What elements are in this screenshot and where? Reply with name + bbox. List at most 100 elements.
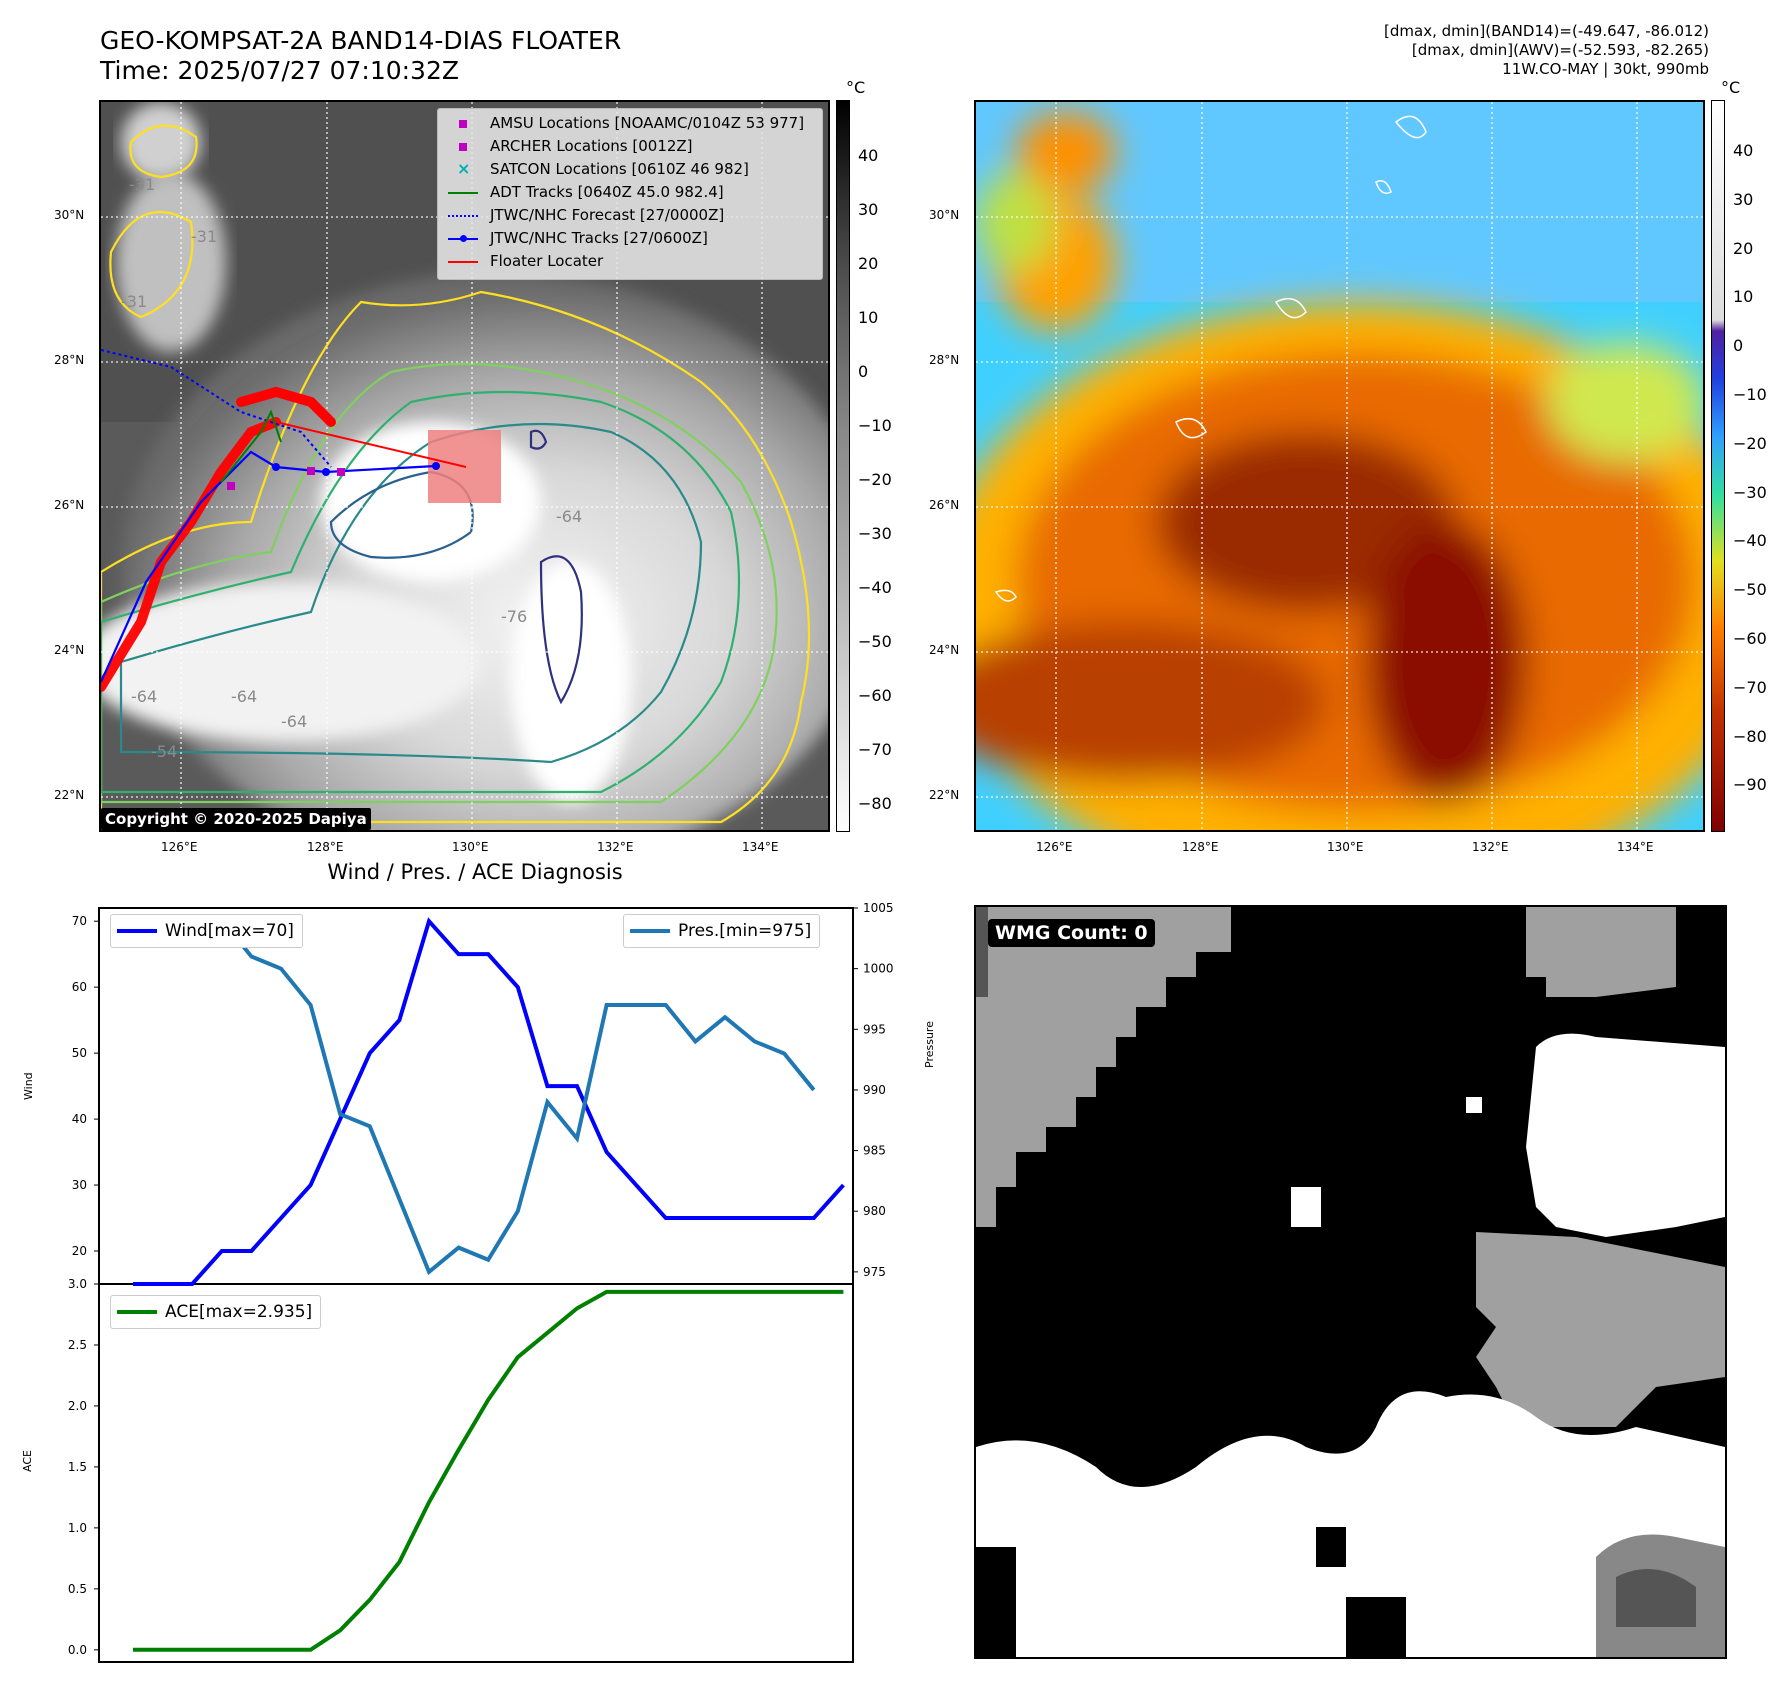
pressure-tick-label: 980 (863, 1204, 886, 1218)
lat-tick-label: 24°N (929, 643, 960, 657)
colorbar-tick-label: −90 (1733, 775, 1767, 795)
wind-tick-label: 60 (72, 980, 87, 994)
lon-tick-label: 132°E (597, 840, 634, 854)
diagnosis-charts: 20 30 40 50 60 70 975 980 985 990 995 1000 1005 0.0 0.… (68, 901, 894, 1663)
contour-label: -31 (129, 175, 155, 194)
legend-marker-icon (448, 114, 478, 134)
map-legend-label: JTWC/NHC Forecast [27/0000Z] (490, 206, 725, 224)
colorbar-tick-label: 40 (858, 146, 879, 165)
lon-tick-label: 130°E (1327, 840, 1364, 854)
pressure-series-line (133, 918, 816, 1276)
map-legend-item: JTWC/NHC Tracks [27/0600Z] (448, 228, 708, 248)
lon-tick-label: 134°E (742, 840, 779, 854)
pressure-tick-label: 990 (863, 1083, 886, 1097)
colorbar-tick-label: −80 (858, 794, 892, 813)
colorbar-tick-label: −70 (858, 740, 892, 759)
legend-marker-icon (448, 206, 478, 226)
contour-label: -31 (121, 292, 147, 311)
contour-label: -76 (501, 607, 527, 626)
colorbar-tick-label: 10 (858, 308, 879, 327)
colorbar-tick-label: −50 (1733, 580, 1767, 600)
ace-tick-label: 1.0 (68, 1521, 87, 1535)
lat-tick-label: 22°N (54, 788, 85, 802)
legend-marker-icon (448, 137, 478, 157)
colorbar-tick-label: −20 (1733, 433, 1767, 453)
lat-tick-label: 24°N (54, 643, 85, 657)
lat-tick-label: 22°N (929, 788, 960, 802)
ace-tick-label: 3.0 (68, 1277, 87, 1291)
colorbar-tick-label: −60 (1733, 629, 1767, 648)
diagnosis-title: Wind / Pres. / ACE Diagnosis (327, 860, 623, 884)
lon-tick-label: 126°E (1036, 840, 1073, 854)
ace-tick-label: 2.5 (68, 1338, 87, 1352)
pressure-legend: Pres.[min=975] (623, 914, 821, 948)
colorbar-tick-label: −10 (858, 416, 892, 435)
colorbar-tick-label: −80 (1733, 726, 1767, 746)
ace-axis-label: ACE (21, 1450, 34, 1472)
wind-tick-label: 20 (72, 1244, 87, 1258)
ace-plot-area (98, 1283, 854, 1663)
colorbar-tick-label: 0 (858, 362, 869, 381)
wind-axis-label: Wind (22, 1072, 35, 1100)
ir-color-map (974, 100, 1705, 832)
wind-pressure-plot-area (98, 907, 854, 1285)
wind-legend-label: Wind[max=70] (165, 921, 294, 941)
contour-label: -31 (191, 227, 217, 246)
colorbar-tick-label: −40 (1733, 531, 1767, 551)
lat-tick-label: 26°N (929, 498, 960, 512)
ace-tick-label: 0.5 (68, 1582, 87, 1596)
map-legend-item: AMSU Locations [NOAAMC/0104Z 53 977] (448, 113, 804, 133)
grayscale-colorbar-unit: °C (846, 78, 866, 97)
ace-tick-label: 1.5 (68, 1460, 87, 1474)
wind-tick-label: 40 (72, 1112, 87, 1126)
info-line3: 11W.CO-MAY | 30kt, 990mb (1502, 60, 1709, 78)
lon-tick-label: 130°E (452, 840, 489, 854)
lat-tick-label: 26°N (54, 498, 85, 512)
colorbar-tick-label: 40 (1733, 141, 1754, 160)
colorbar-tick-label: −30 (858, 524, 892, 543)
colorbar-tick-label: 20 (858, 254, 879, 273)
colorbar-tick-label: −60 (858, 686, 892, 705)
wind-legend: Wind[max=70] (110, 914, 303, 948)
color-colorbar-unit: °C (1721, 78, 1741, 97)
map-legend-label: ADT Tracks [0640Z 45.0 982.4] (490, 183, 724, 201)
copyright-badge: Copyright © 2020-2025 Dapiya (101, 808, 371, 830)
ace-legend-label: ACE[max=2.935] (165, 1302, 313, 1322)
contour-label: -64 (131, 687, 157, 706)
pressure-axis-label: Pressure (923, 1021, 936, 1068)
wind-tick-label: 70 (72, 914, 87, 928)
colorbar-tick-label: 20 (1733, 238, 1754, 258)
map-legend-label: ARCHER Locations [0012Z] (490, 137, 693, 155)
color-map-canvas (976, 102, 1703, 830)
lon-tick-label: 128°E (1182, 840, 1219, 854)
wmg-panel: WMG Count: 0 (974, 905, 1727, 1659)
lat-tick-label: 30°N (54, 208, 85, 222)
lon-tick-label: 134°E (1617, 840, 1654, 854)
colorbar-tick-label: −40 (858, 578, 892, 597)
colorbar-tick-label: 0 (1733, 336, 1744, 356)
legend-marker-icon (448, 229, 478, 249)
contour-label: -64 (231, 687, 257, 706)
ace-legend: ACE[max=2.935] (110, 1295, 322, 1329)
map-legend-label: JTWC/NHC Tracks [27/0600Z] (490, 229, 708, 247)
pressure-tick-label: 1000 (863, 962, 894, 976)
pressure-legend-label: Pres.[min=975] (678, 921, 812, 941)
pressure-tick-label: 985 (863, 1144, 886, 1158)
figure-title-line1: GEO-KOMPSAT-2A BAND14-DIAS FLOATER (100, 26, 622, 55)
legend-marker-icon: × (457, 158, 471, 178)
colorbar-tick-label: 30 (858, 200, 879, 219)
wind-tick-label: 30 (72, 1178, 87, 1192)
grayscale-colorbar (836, 100, 850, 832)
figure-title-line2: Time: 2025/07/27 07:10:32Z (100, 56, 459, 85)
lon-tick-label: 126°E (161, 840, 198, 854)
ace-series-line (133, 1289, 844, 1652)
pressure-legend-swatch (630, 929, 670, 933)
pressure-tick-label: 1005 (863, 901, 894, 915)
wind-series-line (133, 917, 845, 1286)
wind-tick-label: 50 (72, 1046, 87, 1060)
colorbar-tick-label: −10 (1733, 385, 1767, 404)
map-legend-item: JTWC/NHC Forecast [27/0000Z] (448, 205, 724, 225)
lat-tick-label: 28°N (54, 353, 85, 367)
map-legend-item: Floater Locater (448, 251, 603, 271)
colorbar-tick-label: −20 (858, 470, 892, 489)
